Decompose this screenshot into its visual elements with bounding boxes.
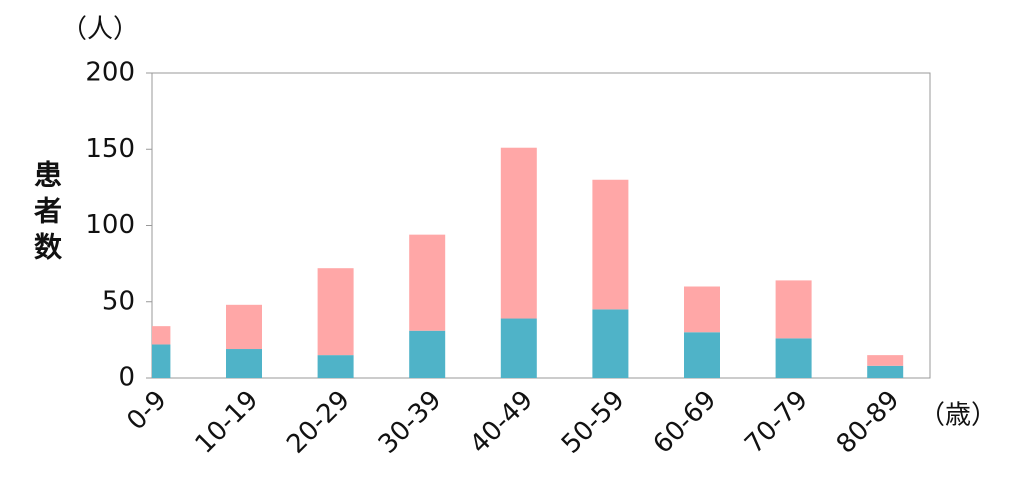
x-tick-label: 0-9 <box>121 385 172 436</box>
x-tick-label: 40-49 <box>464 385 539 460</box>
x-tick-label: 20-29 <box>281 385 356 460</box>
bar-segment <box>867 365 904 378</box>
bar-segment <box>152 326 171 345</box>
x-tick-label: 80-89 <box>831 385 906 460</box>
bars <box>152 147 904 378</box>
bar-segment <box>592 179 629 310</box>
x-tick-label: 50-59 <box>556 385 631 460</box>
x-tick-label: 10-19 <box>190 385 265 460</box>
y-tick-label: 150 <box>85 134 135 164</box>
x-unit: （歳） <box>919 401 997 431</box>
bar-segment <box>684 286 720 333</box>
bar-segment <box>317 268 354 356</box>
y-tick-label: 200 <box>85 58 135 88</box>
x-tick-label: 70-79 <box>739 385 814 460</box>
bar-segment <box>500 318 537 378</box>
bar-segment <box>409 234 446 331</box>
bar-segment <box>775 280 812 339</box>
y-tick-label: 100 <box>85 210 135 240</box>
bar-segment <box>684 332 720 378</box>
bar-segment <box>867 355 904 366</box>
bar-segment <box>592 309 629 378</box>
plot-border <box>151 72 931 379</box>
bar-segment <box>317 355 354 378</box>
y-axis-label: 患者数 <box>30 160 63 268</box>
x-tick-label: 30-39 <box>373 385 448 460</box>
x-tick-label: 60-69 <box>648 385 723 460</box>
bar-segment <box>775 338 812 378</box>
y-unit: （人） <box>61 15 139 45</box>
y-tick-label: 50 <box>102 286 135 316</box>
bar-segment <box>500 147 537 319</box>
bar-segment <box>409 330 446 378</box>
y-tick-label: 0 <box>118 363 135 393</box>
bar-segment <box>152 344 171 378</box>
bar-segment <box>226 349 262 378</box>
bar-segment <box>226 304 262 350</box>
